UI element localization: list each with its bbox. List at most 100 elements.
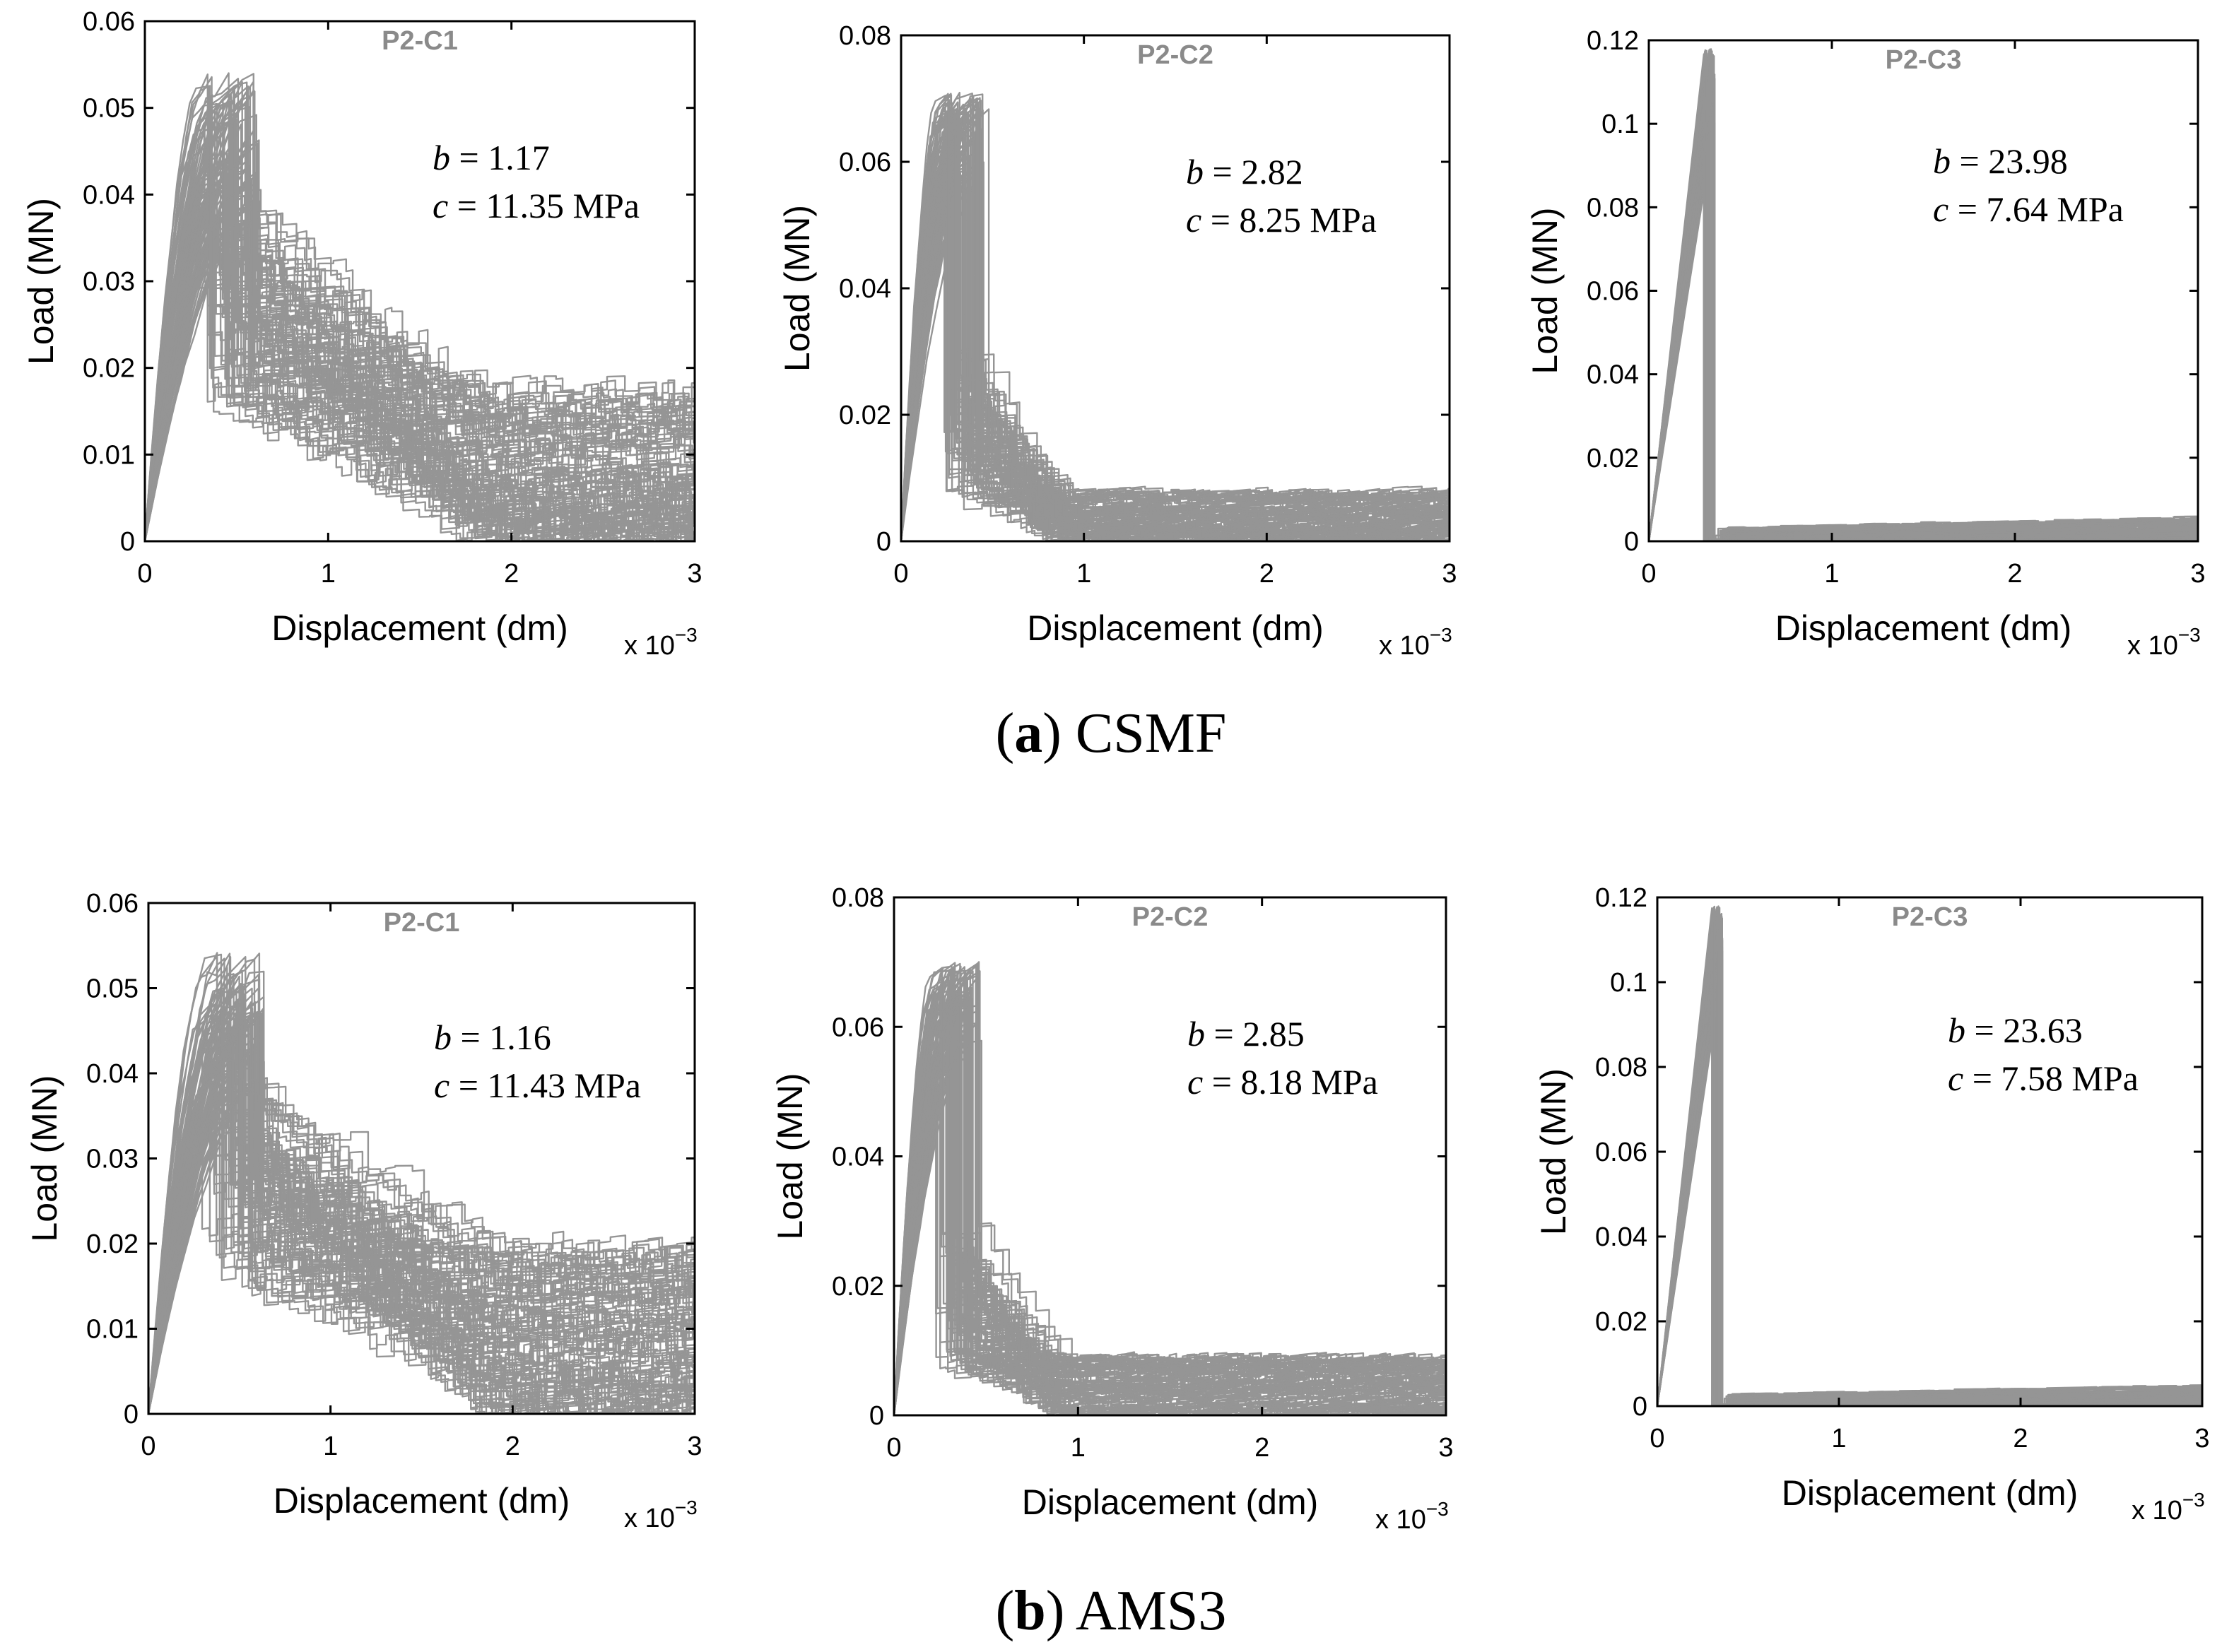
series-line	[1649, 66, 2198, 541]
series-line	[1657, 936, 2202, 1406]
series-line	[1649, 62, 2198, 541]
annotation-b: b = 2.82	[1186, 152, 1303, 191]
series-line	[1657, 959, 2202, 1406]
y-tick-label: 0.1	[1601, 110, 1639, 139]
series-line	[1649, 54, 2198, 541]
series-line	[148, 1031, 695, 1414]
series-line	[148, 953, 695, 1414]
y-tick-label: 0.02	[1587, 444, 1639, 473]
series-line	[148, 1033, 695, 1414]
caption-b: (b) AMS3	[996, 1580, 1227, 1642]
chart-title: P2-C2	[1132, 902, 1209, 932]
series-line	[1649, 117, 2198, 541]
series-line	[1649, 105, 2198, 541]
series-line	[1649, 88, 2198, 541]
series-line	[1657, 920, 2202, 1406]
series-line	[901, 111, 1450, 541]
y-tick-label: 0.01	[86, 1315, 139, 1345]
series-line	[148, 969, 695, 1414]
series-line	[145, 214, 695, 541]
x-axis-multiplier: x 10−3	[2132, 1489, 2205, 1526]
x-tick-label: 0	[1650, 1424, 1664, 1453]
series-line	[1657, 935, 2202, 1406]
series-line	[901, 114, 1450, 541]
series-line	[1649, 64, 2198, 541]
y-tick-label: 0.04	[1595, 1222, 1647, 1252]
series-line	[148, 996, 695, 1414]
series-line	[901, 121, 1450, 541]
series-line	[148, 1015, 695, 1414]
series-line	[1649, 52, 2198, 541]
series-line	[1657, 952, 2202, 1406]
series-line	[148, 991, 695, 1414]
series-line	[1649, 48, 2198, 541]
annotation-c: c = 11.35 MPa	[433, 186, 640, 225]
series-line	[1657, 964, 2202, 1406]
series-line	[1649, 117, 2198, 541]
x-tick-label: 0	[886, 1433, 901, 1463]
series-line	[1657, 972, 2202, 1406]
chart-panel-3: 0 1 2 3 0 0.02 0.04 0.06 0.08 0.1 0.12 P2-C3 Displac…	[1525, 26, 2206, 661]
series-line	[1657, 931, 2202, 1406]
series-line	[1657, 950, 2202, 1406]
y-tick-label: 0.05	[83, 94, 135, 124]
x-tick-label: 1	[323, 1432, 338, 1461]
series-line	[894, 1005, 1446, 1415]
x-tick-label: 2	[2013, 1424, 2028, 1453]
series-line	[901, 112, 1450, 541]
series-line	[1657, 911, 2202, 1406]
series-line	[901, 101, 1450, 541]
chart-panel-2: 0 1 2 3 0 0.02 0.04 0.06 0.08 P2-C2 Displacement (…	[777, 21, 1457, 661]
series-line	[1649, 58, 2198, 541]
series-line	[1657, 967, 2202, 1406]
series-line	[1657, 969, 2202, 1406]
plot-frame	[1647, 39, 2199, 543]
series-line	[901, 93, 1450, 541]
x-axis-label: Displacement (dm)	[1775, 608, 2072, 648]
x-tick-label: 3	[1442, 559, 1457, 589]
x-tick-label: 0	[141, 1432, 155, 1461]
y-tick-label: 0.03	[86, 1145, 139, 1174]
series-line	[1657, 950, 2202, 1406]
series-line	[894, 993, 1446, 1415]
y-tick-label: 0.08	[839, 21, 891, 51]
panels: 0 1 2 3 0 0.01 0.02 0.03 0.04 0.05 0.06 P2-C1 Displa…	[21, 7, 2210, 1535]
series-line	[1657, 932, 2202, 1406]
series-line	[1649, 52, 2198, 541]
series-line	[1657, 924, 2202, 1406]
series-line	[894, 989, 1446, 1415]
series-line	[1657, 951, 2202, 1406]
series-line	[1657, 932, 2202, 1406]
chart-title: P2-C2	[1137, 40, 1213, 70]
series-line	[1649, 57, 2198, 541]
y-tick-label: 0.12	[1587, 26, 1639, 56]
series-line	[1657, 938, 2202, 1406]
series-line	[1657, 910, 2202, 1406]
series-line	[1657, 937, 2202, 1406]
x-axis-label: Displacement (dm)	[271, 608, 568, 648]
annotation-c: c = 7.58 MPa	[1948, 1058, 2139, 1098]
series-line	[894, 993, 1446, 1415]
series-line	[1649, 50, 2198, 541]
x-tick-label: 1	[1076, 559, 1091, 589]
series-line	[1657, 945, 2202, 1406]
annotation-b: b = 2.85	[1187, 1014, 1305, 1054]
x-tick-label: 3	[687, 1432, 702, 1461]
x-tick-label: 0	[893, 559, 908, 589]
series-line	[1657, 949, 2202, 1406]
series-line	[1657, 968, 2202, 1406]
annotation-c: c = 8.25 MPa	[1186, 200, 1377, 240]
series-line	[1649, 120, 2198, 541]
series-line	[148, 1010, 695, 1414]
series-line	[145, 90, 695, 541]
y-tick-label: 0.04	[839, 274, 891, 304]
series-line	[1657, 961, 2202, 1406]
series-line	[1649, 53, 2198, 541]
x-tick-label: 1	[321, 559, 336, 589]
series-line	[1657, 943, 2202, 1406]
series-line	[901, 150, 1450, 541]
series-line	[1657, 943, 2202, 1406]
series-line	[145, 85, 695, 541]
series-line	[1657, 921, 2202, 1406]
series-line	[148, 1088, 695, 1414]
